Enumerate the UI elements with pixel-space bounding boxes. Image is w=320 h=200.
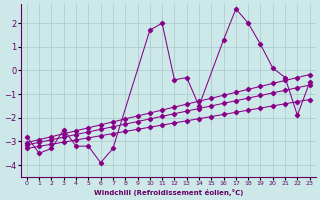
X-axis label: Windchill (Refroidissement éolien,°C): Windchill (Refroidissement éolien,°C) xyxy=(93,189,243,196)
